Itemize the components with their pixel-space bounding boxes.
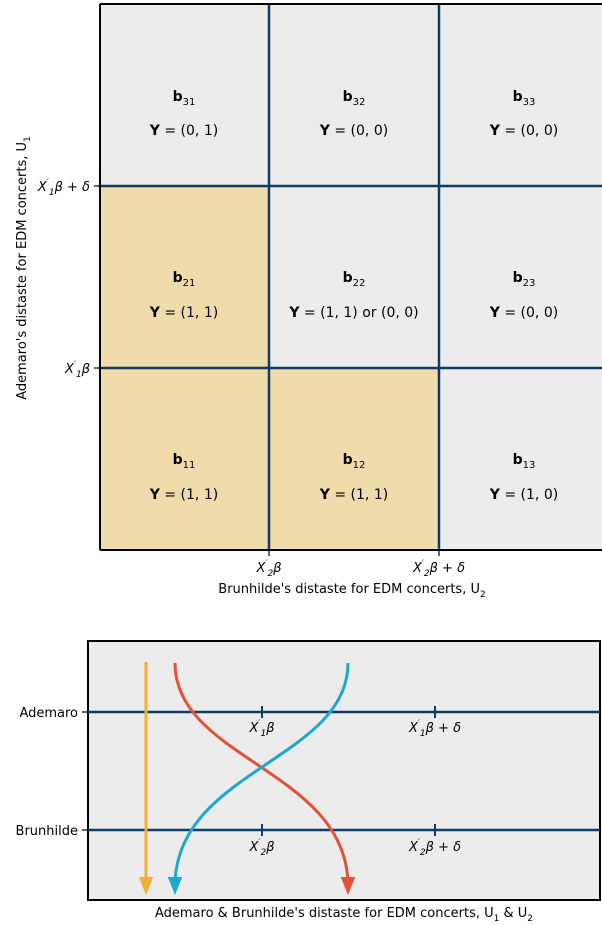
x-tick-label-left: X′2β [256, 559, 282, 579]
cell-21: b21 Y = (1, 1) [149, 270, 218, 321]
cell-13: b13 Y = (1, 0) [489, 452, 558, 503]
cell-12: b12 Y = (1, 1) [319, 452, 388, 503]
svg-text:b23: b23 [513, 270, 536, 289]
cell-bg-22 [269, 186, 439, 368]
svg-text:b22: b22 [343, 270, 366, 289]
y-tick-marks [94, 185, 100, 369]
cell-33: b33 Y = (0, 0) [489, 89, 558, 139]
svg-text:b21: b21 [173, 270, 196, 289]
top-x-axis-label: Brunhilde's distaste for EDM concerts, U… [218, 582, 485, 600]
row-label-ademaro: Ademaro [19, 706, 78, 721]
y-tick-label-lower: X′1β [64, 360, 90, 380]
cell-bg-32 [269, 5, 439, 186]
brunhilde-tick-label-2: X′2β + δ [408, 838, 461, 858]
y-tick-label-upper: X′1β + δ [37, 178, 90, 198]
cell-bg-11 [100, 368, 269, 549]
ademaro-tick-label-2: X′1β + δ [408, 719, 461, 739]
svg-text:b13: b13 [513, 452, 536, 471]
svg-text:Y = (1, 1): Y = (1, 1) [149, 305, 218, 321]
cell-31: b31 Y = (0, 1) [149, 89, 218, 139]
cell-bg-23 [439, 186, 602, 368]
svg-text:Y = (1, 1): Y = (1, 1) [319, 487, 388, 503]
svg-text:Y = (1, 1): Y = (1, 1) [149, 487, 218, 503]
bottom-panel: Ademaro Brunhilde X′1β X′1β + δ X′2β X′2… [16, 640, 601, 924]
x-tick-marks [268, 550, 440, 556]
cell-bg-33 [439, 5, 602, 186]
ademaro-tick-label-1: X′1β [249, 719, 275, 739]
svg-text:Y = (1, 0): Y = (1, 0) [489, 487, 558, 503]
cell-11: b11 Y = (1, 1) [149, 452, 218, 503]
cell-bg-21 [100, 186, 269, 368]
svg-text:b11: b11 [173, 452, 196, 471]
bottom-y-ticks [82, 711, 88, 831]
grid-lines [100, 5, 602, 549]
blue-arrow [167, 662, 350, 895]
cell-bg-31 [100, 5, 269, 186]
svg-text:b32: b32 [343, 89, 366, 108]
bottom-x-axis-label: Ademaro & Brunhilde's distaste for EDM c… [155, 906, 533, 924]
top-panel: X′1β + δ X′1β X′2β X′2β + δ Brunhilde's … [15, 3, 602, 600]
svg-text:Y = (0, 0): Y = (0, 0) [489, 123, 558, 139]
top-y-axis-label: Ademaro's distaste for EDM concerts, U1 [15, 136, 33, 400]
x-tick-label-right: X′2β + δ [412, 559, 465, 579]
svg-text:b31: b31 [173, 89, 196, 108]
svg-text:Y = (0, 1): Y = (0, 1) [149, 123, 218, 139]
cell-labels: b31 Y = (0, 1) b32 Y = (0, 0) b33 Y = (0… [149, 89, 558, 503]
cell-22: b22 Y = (1, 1) or (0, 0) [288, 270, 418, 321]
top-axes [99, 3, 602, 551]
svg-text:Y = (0, 0): Y = (0, 0) [489, 305, 558, 321]
cell-backgrounds [100, 5, 602, 549]
cell-32: b32 Y = (0, 0) [319, 89, 388, 139]
cell-bg-13 [439, 368, 602, 549]
row-label-brunhilde: Brunhilde [16, 824, 78, 839]
cell-23: b23 Y = (0, 0) [489, 270, 558, 321]
svg-text:b33: b33 [513, 89, 536, 108]
svg-text:Y = (1, 1) or (0, 0): Y = (1, 1) or (0, 0) [288, 305, 418, 321]
brunhilde-tick-label-1: X′2β [249, 838, 275, 858]
line-tick-marks [261, 706, 436, 836]
svg-text:Y = (0, 0): Y = (0, 0) [319, 123, 388, 139]
svg-text:b12: b12 [343, 452, 366, 471]
cell-bg-12 [269, 368, 439, 549]
